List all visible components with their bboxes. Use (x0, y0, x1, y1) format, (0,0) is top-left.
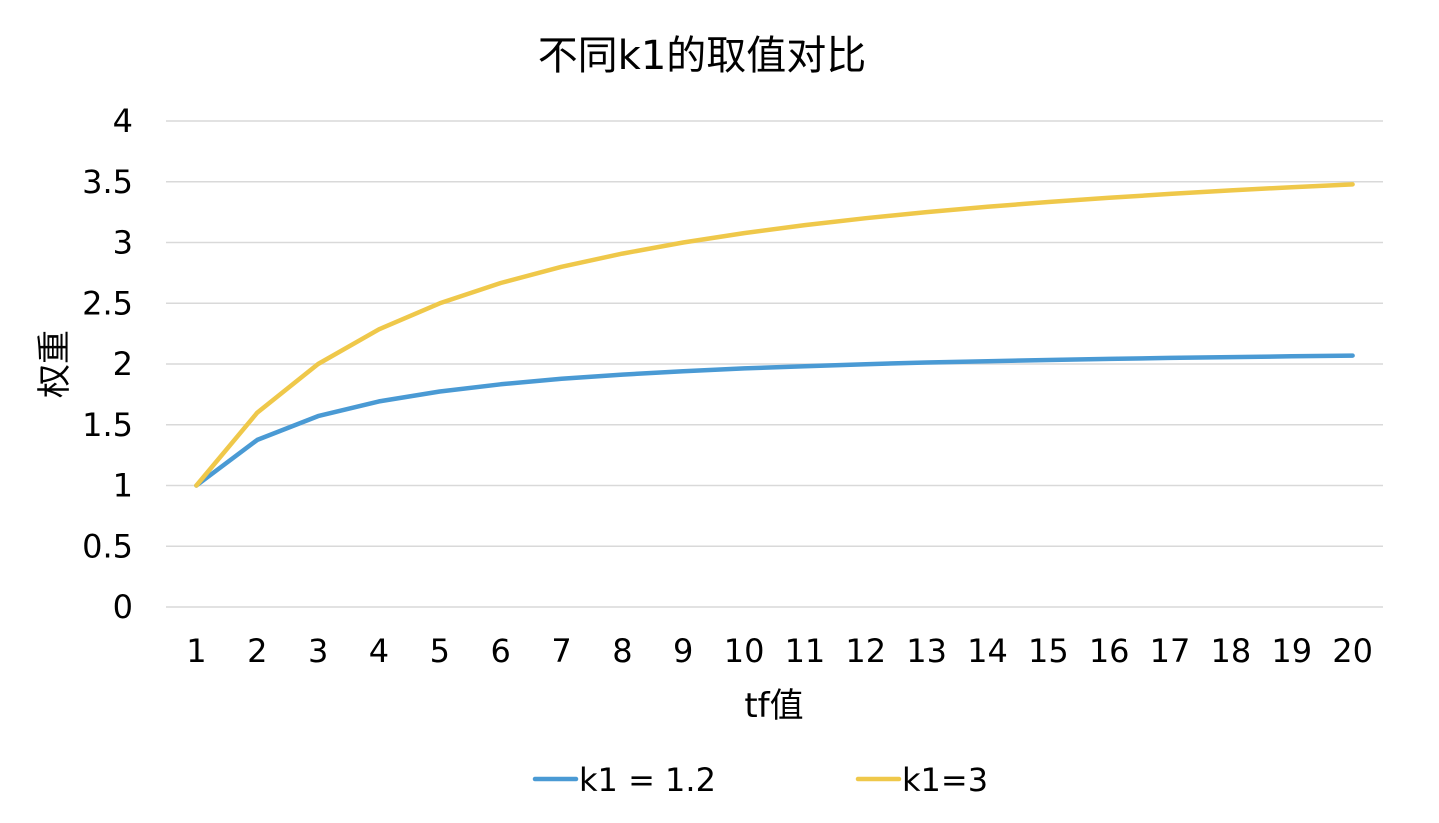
y-tick-label: 1 (113, 467, 133, 505)
x-tick-label: 13 (906, 632, 947, 670)
y-axis-title: 权重 (35, 330, 75, 398)
chart-title: 不同k1的取值对比 (538, 33, 867, 79)
y-tick-label: 1.5 (82, 406, 133, 444)
x-tick-label: 5 (430, 632, 450, 670)
series-lines (194, 182, 1355, 488)
x-tick-label: 3 (308, 632, 328, 670)
legend-label-2: k1=3 (902, 761, 988, 799)
gridlines (166, 120, 1383, 608)
x-tick-label: 9 (673, 632, 693, 670)
x-tick-label: 19 (1271, 632, 1312, 670)
legend: k1 = 1.2 k1=3 (532, 761, 988, 799)
x-axis-title: tf值 (744, 686, 803, 726)
x-tick-label: 8 (612, 632, 632, 670)
x-tick-label: 18 (1211, 632, 1252, 670)
x-tick-label: 14 (967, 632, 1008, 670)
x-tick-label: 20 (1332, 632, 1373, 670)
x-tick-label: 15 (1028, 632, 1069, 670)
x-tick-label: 1 (186, 632, 206, 670)
y-tick-label: 3 (113, 224, 133, 262)
x-tick-label: 12 (845, 632, 886, 670)
y-tick-label: 2.5 (82, 284, 133, 322)
x-tick-label: 7 (551, 632, 571, 670)
x-tick-label: 11 (785, 632, 826, 670)
x-tick-label: 6 (490, 632, 510, 670)
y-tick-label: 0 (113, 588, 133, 626)
series-line-1 (194, 353, 1355, 488)
x-tick-label: 17 (1150, 632, 1191, 670)
y-tick-label: 2 (113, 345, 133, 383)
x-tick-label: 16 (1089, 632, 1130, 670)
x-axis-tick-labels: 1 2 3 4 5 6 7 8 9 10 11 12 13 14 15 16 17 18 19 20 (186, 632, 1373, 670)
series-line-2 (194, 182, 1355, 488)
y-axis-tick-labels: 0 0.5 1 1.5 2 2.5 3 3.5 4 (82, 102, 133, 626)
x-tick-label: 10 (724, 632, 765, 670)
x-tick-label: 2 (247, 632, 267, 670)
legend-label-1: k1 = 1.2 (579, 761, 716, 799)
x-tick-label: 4 (369, 632, 389, 670)
y-tick-label: 4 (113, 102, 133, 140)
y-tick-label: 0.5 (82, 527, 133, 565)
y-tick-label: 3.5 (82, 163, 133, 201)
